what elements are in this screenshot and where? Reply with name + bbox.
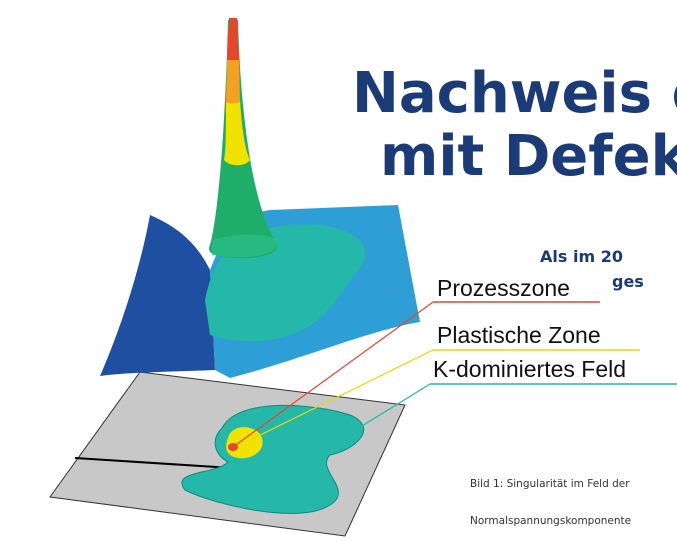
intro: Als im 20 [540,247,623,266]
label: Plastische Zone [437,322,601,348]
caption: Bild 1: Singularität im Feld der [470,478,630,490]
k-field [181,404,365,514]
spike-base [212,234,280,258]
heading: mit Defekt [380,124,677,189]
label: Prozesszone [437,275,570,301]
intro: ges [612,272,644,291]
leader [314,383,431,456]
crack [74,457,233,469]
caption: Normalspannungskomponente [470,515,631,527]
leader [232,301,434,448]
leader [249,349,434,441]
spike-yellow [224,100,250,166]
heading: Nachweis d [352,61,677,126]
surface-left [100,215,215,376]
label: K-dominiertes Feld [433,356,626,382]
spike-red [227,18,239,60]
spike-orange [226,60,240,104]
